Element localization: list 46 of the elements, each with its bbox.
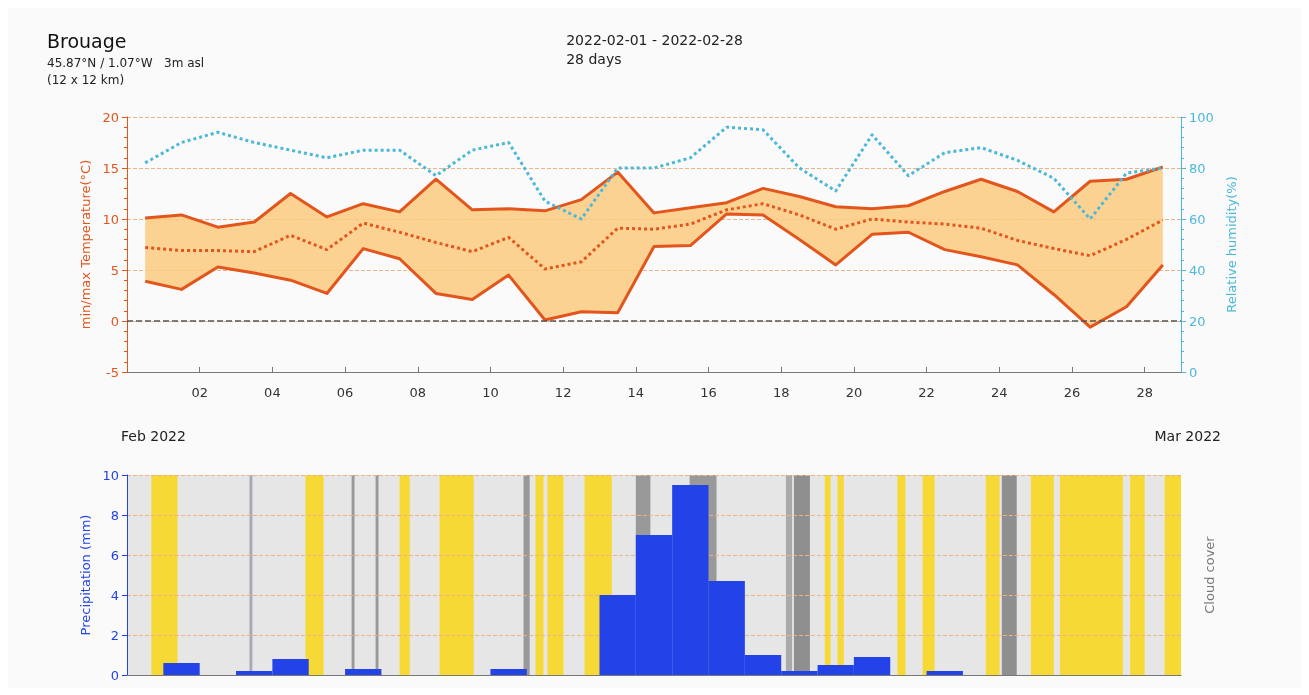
y2-tick-label: 40 xyxy=(1189,262,1206,278)
y-axis-title: Precipitation (mm) xyxy=(77,514,93,636)
x-tick-label: 04 xyxy=(264,385,281,400)
text: Feb 2022 xyxy=(121,427,186,444)
y2-tick-label: 60 xyxy=(1189,211,1206,227)
y-tick-label: 6 xyxy=(110,547,119,563)
y-tick-label: 0 xyxy=(110,667,119,683)
x-tick-label: 16 xyxy=(700,385,717,400)
bar xyxy=(163,663,200,675)
x-tick-label: 22 xyxy=(918,385,935,400)
x-tick-label: 26 xyxy=(1063,385,1081,400)
x-tick-label: 08 xyxy=(409,385,427,400)
y-tick-label: 8 xyxy=(110,507,119,523)
y-tick-label: 15 xyxy=(102,160,119,176)
y-tick-label: -5 xyxy=(106,364,119,380)
y-tick-label: 20 xyxy=(102,109,119,125)
y2-tick-label: 20 xyxy=(1189,313,1206,329)
x-tick-label: 28 xyxy=(1136,385,1153,400)
x-tick-label: 20 xyxy=(845,385,863,400)
y-tick-label: 4 xyxy=(110,587,119,603)
y-tick-label: 10 xyxy=(102,211,119,227)
bar xyxy=(926,671,963,675)
y-axis-title: min/max Temperature(°C) xyxy=(77,159,93,330)
line-series xyxy=(143,165,1165,229)
x-tick-label: 24 xyxy=(991,385,1008,400)
x-tick-label: 06 xyxy=(336,385,354,400)
y-tick-label: 2 xyxy=(110,627,119,643)
bar xyxy=(345,669,382,675)
y-tick-label: 0 xyxy=(110,313,119,329)
x-tick-label: 10 xyxy=(482,385,499,400)
chart-subtitle: 45.87°N / 1.07°W 3m asl (12 x 12 km) xyxy=(47,55,205,87)
y-tick-label: 10 xyxy=(102,467,119,483)
y2-tick-label: 100 xyxy=(1189,109,1214,125)
x-tick-label: 02 xyxy=(191,385,208,400)
y2-tick-label: 0 xyxy=(1189,364,1198,380)
x-tick-label: 14 xyxy=(627,385,645,400)
x-tick-label: 12 xyxy=(554,385,572,400)
y2-axis-title: Relative humidity(%) xyxy=(1223,176,1239,313)
text: Mar 2022 xyxy=(1154,427,1222,444)
y-tick-label: 5 xyxy=(110,262,119,278)
x-tick-label: 18 xyxy=(772,385,790,400)
text: 2022-02-01 - 2022-02-28 28 days xyxy=(566,31,743,67)
y2-axis-title: Cloud cover xyxy=(1202,535,1217,614)
bar xyxy=(490,669,527,675)
chart-title: Brouage xyxy=(47,29,127,52)
y2-tick-label: 80 xyxy=(1189,160,1206,176)
